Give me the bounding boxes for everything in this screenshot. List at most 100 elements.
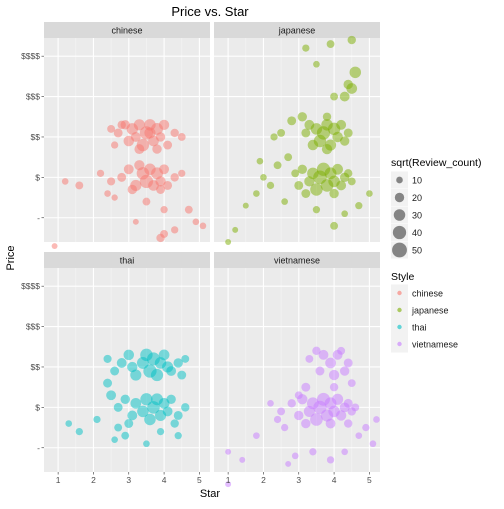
data-point (144, 127, 156, 139)
y-tick-label: $$$ (26, 92, 40, 102)
data-point (277, 129, 286, 137)
data-point (297, 112, 307, 122)
data-point (301, 189, 311, 198)
size-legend-key (391, 171, 408, 189)
data-point (133, 119, 145, 131)
data-point (103, 378, 113, 388)
data-point (177, 133, 186, 141)
data-point (170, 173, 179, 182)
data-point (273, 415, 282, 424)
data-point (281, 198, 288, 205)
data-point (291, 169, 300, 178)
data-point (232, 226, 239, 233)
data-point (156, 185, 166, 194)
x-tick-label: 5 (367, 475, 372, 485)
data-point (130, 132, 141, 142)
data-point (132, 218, 139, 225)
data-point (150, 368, 164, 382)
color-legend-label: vietnamese (412, 340, 458, 350)
data-point (93, 415, 101, 424)
data-point (163, 180, 173, 190)
data-point (160, 206, 168, 214)
facet-japanese: japanese (214, 22, 380, 245)
size-legend-circle (393, 209, 406, 221)
y-tick-label: - (37, 213, 40, 223)
data-point (199, 222, 207, 230)
points-thai (65, 348, 190, 448)
data-point (309, 448, 317, 456)
data-point (304, 119, 315, 130)
data-point (120, 394, 130, 404)
size-legend-items: 10 20 30 40 50 (391, 171, 422, 259)
data-point (362, 423, 370, 432)
data-point (336, 119, 347, 130)
data-point (106, 390, 117, 401)
data-point (61, 178, 69, 185)
panel-background-thai (44, 268, 210, 472)
y-tick-label: $$ (31, 132, 41, 142)
data-point (267, 400, 274, 407)
data-point (270, 133, 278, 141)
data-point (170, 128, 179, 138)
data-point (315, 366, 325, 376)
size-legend-circle (392, 225, 407, 240)
data-point (113, 128, 123, 138)
panel-background-vietnamese (214, 268, 380, 472)
data-point (158, 119, 170, 130)
x-tick-label: 3 (296, 475, 301, 485)
size-legend-label: 40 (412, 228, 422, 238)
size-legend-key (391, 224, 408, 241)
data-point (339, 91, 350, 102)
data-point (366, 190, 373, 197)
data-point (355, 432, 363, 439)
data-point (347, 35, 356, 45)
data-point (351, 403, 360, 412)
data-point (341, 448, 349, 456)
points-japanese (225, 35, 373, 245)
data-point (116, 358, 127, 368)
data-point (281, 423, 289, 432)
size-legend-label: 50 (412, 246, 422, 256)
data-point (256, 157, 264, 165)
color-legend-label: thai (412, 323, 427, 333)
size-legend-key (391, 189, 408, 206)
facet-chinese: chinese-$$$$$$$$$$ (21, 22, 210, 250)
data-point (137, 405, 149, 418)
x-tick-label: 2 (261, 475, 266, 485)
y-tick-label: $$ (31, 362, 41, 372)
data-point (312, 206, 321, 214)
data-point (111, 194, 118, 201)
data-point (127, 410, 138, 421)
facet-panels: chinese-$$$$$$$$$$japanesethai-$$$$$$$$$… (21, 22, 380, 488)
facet-strip-label-japanese: japanese (278, 26, 316, 36)
data-point (158, 349, 170, 361)
data-point (312, 346, 321, 356)
data-point (325, 357, 336, 369)
data-point (347, 177, 356, 186)
data-point (162, 361, 174, 373)
data-point (75, 181, 84, 190)
data-point (177, 370, 187, 380)
data-point (134, 160, 145, 171)
data-point (373, 416, 380, 423)
data-point (162, 406, 173, 417)
data-point (239, 456, 246, 463)
data-point (156, 427, 165, 436)
data-point (107, 177, 116, 186)
data-point (111, 436, 118, 444)
data-point (155, 132, 166, 142)
data-point (181, 403, 190, 412)
data-point (127, 184, 137, 195)
data-point (301, 382, 311, 392)
x-tick-label: 2 (91, 475, 96, 485)
data-point (336, 410, 347, 421)
color-legend-label: chinese (412, 289, 443, 299)
facet-strip-chinese (44, 22, 210, 38)
data-point (287, 399, 296, 408)
y-axis-label: Price (5, 245, 17, 270)
data-point (343, 398, 353, 408)
data-point (65, 420, 73, 427)
data-point (310, 413, 323, 426)
data-point (302, 44, 310, 52)
